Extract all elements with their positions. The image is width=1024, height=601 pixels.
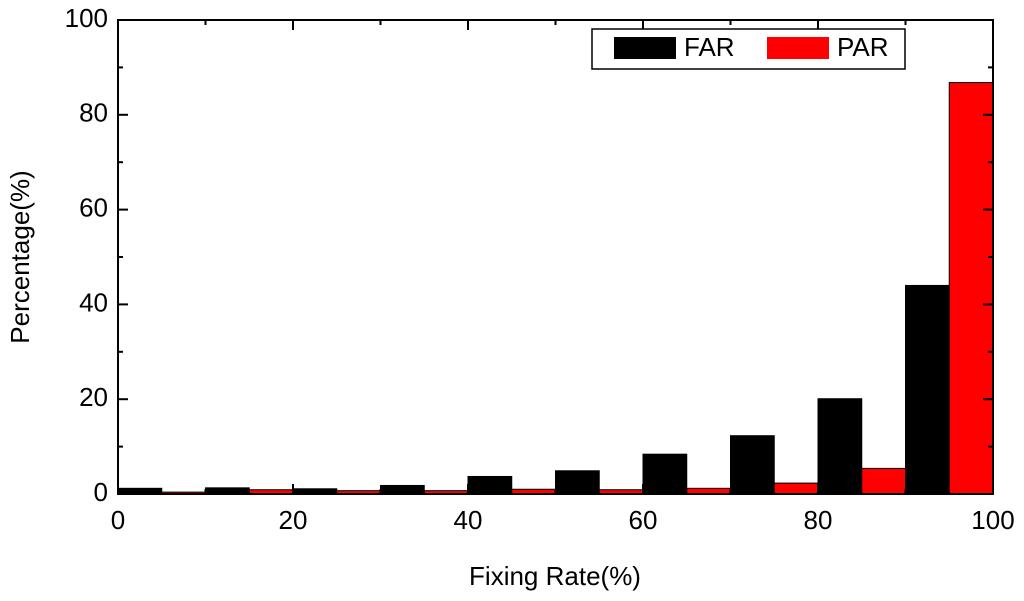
legend-label: PAR: [837, 32, 889, 62]
y-tick-label: 20: [79, 382, 108, 412]
x-axis-label: Fixing Rate(%): [469, 561, 641, 591]
bar: [467, 475, 513, 495]
y-tick-label: 80: [79, 98, 108, 128]
legend-swatch: [614, 37, 676, 59]
bar: [905, 284, 950, 495]
x-tick-label: 20: [279, 505, 308, 535]
x-tick-label: 80: [804, 505, 833, 535]
bar: [730, 435, 775, 495]
bar: [773, 482, 819, 495]
plot-frame: [117, 19, 994, 495]
bar: [861, 467, 906, 495]
bar: [817, 398, 863, 495]
x-tick-label: 40: [454, 505, 483, 535]
legend-label: FAR: [684, 32, 735, 62]
bar: [380, 484, 425, 495]
bar: [948, 82, 994, 495]
y-tick-label: 40: [79, 287, 108, 317]
legend-swatch: [767, 37, 829, 59]
x-tick-label: 0: [111, 505, 125, 535]
x-tick-label: 60: [629, 505, 658, 535]
y-tick-label: 60: [79, 192, 108, 222]
y-tick-label: 0: [94, 477, 108, 507]
y-axis-label: Percentage(%): [5, 170, 35, 343]
x-tick-label: 100: [971, 505, 1014, 535]
y-tick-label: 100: [65, 3, 108, 33]
bar: [642, 453, 688, 495]
bar: [555, 470, 600, 495]
